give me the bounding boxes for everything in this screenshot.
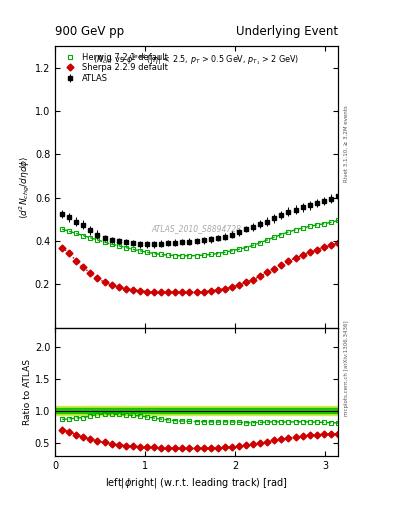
Herwig 7.2.1 default [237, 246, 241, 252]
Herwig 7.2.1 default [166, 252, 171, 258]
Herwig 7.2.1 default [300, 225, 305, 231]
Herwig 7.2.1 default [321, 221, 326, 227]
Text: Underlying Event: Underlying Event [236, 26, 338, 38]
Herwig 7.2.1 default [307, 223, 312, 229]
Sherpa 2.2.9 default [81, 264, 86, 270]
Herwig 7.2.1 default [314, 222, 319, 228]
Herwig 7.2.1 default [329, 219, 333, 225]
Sherpa 2.2.9 default [215, 287, 220, 293]
Herwig 7.2.1 default [116, 243, 121, 249]
Sherpa 2.2.9 default [230, 284, 234, 290]
Sherpa 2.2.9 default [222, 286, 227, 292]
Line: Sherpa 2.2.9 default: Sherpa 2.2.9 default [60, 240, 340, 295]
Sherpa 2.2.9 default [88, 270, 93, 276]
Sherpa 2.2.9 default [314, 247, 319, 253]
Bar [55, 409, 338, 414]
Legend: Herwig 7.2.1 default, Sherpa 2.2.9 default, ATLAS: Herwig 7.2.1 default, Sherpa 2.2.9 defau… [59, 50, 170, 86]
Herwig 7.2.1 default [159, 251, 163, 258]
X-axis label: left|$\phi$right| (w.r.t. leading track) [rad]: left|$\phi$right| (w.r.t. leading track)… [105, 476, 288, 490]
Herwig 7.2.1 default [194, 252, 199, 259]
Herwig 7.2.1 default [173, 252, 178, 259]
Herwig 7.2.1 default [60, 226, 64, 232]
Bar [55, 407, 338, 415]
Sherpa 2.2.9 default [293, 255, 298, 261]
Herwig 7.2.1 default [201, 252, 206, 258]
Herwig 7.2.1 default [251, 242, 255, 248]
Y-axis label: $\langle d^2 N_{chg}/d\eta d\phi \rangle$: $\langle d^2 N_{chg}/d\eta d\phi \rangle… [18, 155, 32, 219]
Herwig 7.2.1 default [95, 237, 100, 243]
Herwig 7.2.1 default [286, 229, 291, 235]
Sherpa 2.2.9 default [180, 289, 185, 295]
Herwig 7.2.1 default [279, 231, 284, 238]
Herwig 7.2.1 default [265, 237, 270, 243]
Herwig 7.2.1 default [130, 246, 135, 252]
Herwig 7.2.1 default [67, 228, 72, 234]
Sherpa 2.2.9 default [272, 266, 277, 272]
Text: mcplots.cern.ch [arXiv:1306.3436]: mcplots.cern.ch [arXiv:1306.3436] [344, 321, 349, 416]
Sherpa 2.2.9 default [102, 279, 107, 285]
Sherpa 2.2.9 default [60, 244, 64, 250]
Text: ATLAS_2010_S8894728: ATLAS_2010_S8894728 [151, 225, 242, 233]
Herwig 7.2.1 default [187, 253, 192, 259]
Sherpa 2.2.9 default [258, 273, 263, 280]
Herwig 7.2.1 default [102, 239, 107, 245]
Herwig 7.2.1 default [336, 218, 340, 224]
Sherpa 2.2.9 default [208, 288, 213, 294]
Sherpa 2.2.9 default [138, 288, 142, 294]
Sherpa 2.2.9 default [67, 250, 72, 256]
Sherpa 2.2.9 default [166, 289, 171, 295]
Line: Herwig 7.2.1 default: Herwig 7.2.1 default [60, 218, 340, 258]
Herwig 7.2.1 default [258, 240, 263, 246]
Sherpa 2.2.9 default [145, 288, 149, 294]
Y-axis label: Ratio to ATLAS: Ratio to ATLAS [23, 359, 32, 424]
Herwig 7.2.1 default [138, 248, 142, 254]
Herwig 7.2.1 default [109, 241, 114, 247]
Sherpa 2.2.9 default [194, 289, 199, 295]
Herwig 7.2.1 default [244, 244, 248, 250]
Herwig 7.2.1 default [208, 251, 213, 258]
Sherpa 2.2.9 default [201, 288, 206, 294]
Text: $\langle N_{ch}\rangle$ vs $\phi^{lead}$ ($|\eta|$ < 2.5, $p_T$ > 0.5 GeV, $p_{T: $\langle N_{ch}\rangle$ vs $\phi^{lead}$… [93, 52, 300, 67]
Sherpa 2.2.9 default [307, 249, 312, 255]
Sherpa 2.2.9 default [321, 244, 326, 250]
Sherpa 2.2.9 default [300, 252, 305, 258]
Herwig 7.2.1 default [152, 250, 156, 257]
Herwig 7.2.1 default [145, 249, 149, 255]
Sherpa 2.2.9 default [159, 289, 163, 295]
Sherpa 2.2.9 default [109, 282, 114, 288]
Herwig 7.2.1 default [180, 253, 185, 259]
Sherpa 2.2.9 default [244, 279, 248, 285]
Herwig 7.2.1 default [215, 250, 220, 257]
Sherpa 2.2.9 default [123, 286, 128, 292]
Text: 900 GeV pp: 900 GeV pp [55, 26, 124, 38]
Sherpa 2.2.9 default [237, 282, 241, 288]
Sherpa 2.2.9 default [329, 242, 333, 248]
Herwig 7.2.1 default [222, 249, 227, 255]
Herwig 7.2.1 default [74, 230, 79, 237]
Herwig 7.2.1 default [230, 248, 234, 254]
Sherpa 2.2.9 default [251, 276, 255, 283]
Herwig 7.2.1 default [272, 234, 277, 240]
Sherpa 2.2.9 default [286, 258, 291, 264]
Sherpa 2.2.9 default [173, 289, 178, 295]
Herwig 7.2.1 default [293, 227, 298, 233]
Sherpa 2.2.9 default [336, 240, 340, 246]
Sherpa 2.2.9 default [130, 287, 135, 293]
Herwig 7.2.1 default [81, 232, 86, 239]
Sherpa 2.2.9 default [279, 262, 284, 268]
Herwig 7.2.1 default [123, 244, 128, 250]
Sherpa 2.2.9 default [265, 269, 270, 275]
Sherpa 2.2.9 default [116, 284, 121, 290]
Sherpa 2.2.9 default [74, 258, 79, 264]
Sherpa 2.2.9 default [187, 289, 192, 295]
Sherpa 2.2.9 default [152, 289, 156, 295]
Herwig 7.2.1 default [88, 234, 93, 241]
Text: Rivet 3.1.10, ≥ 3.2M events: Rivet 3.1.10, ≥ 3.2M events [344, 105, 349, 182]
Sherpa 2.2.9 default [95, 275, 100, 282]
